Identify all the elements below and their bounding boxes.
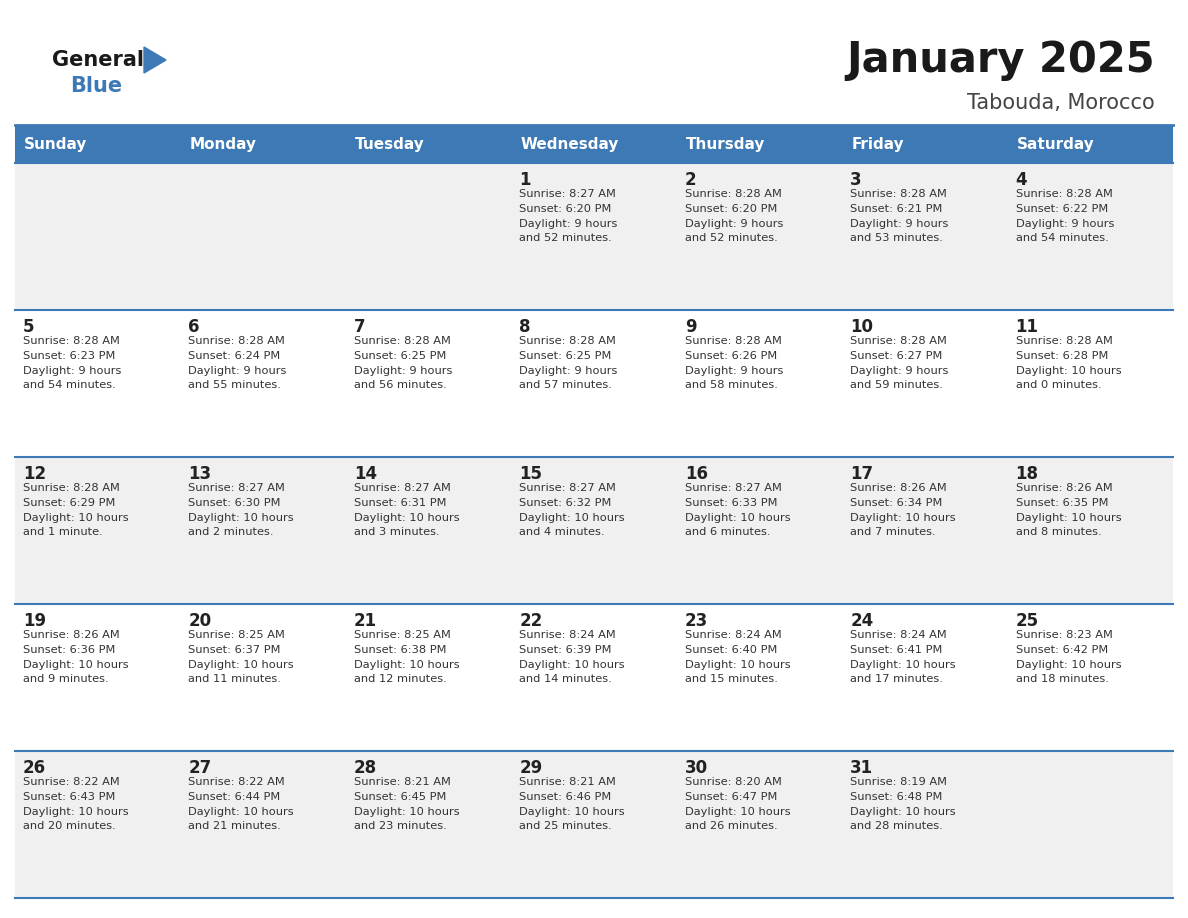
Text: Saturday: Saturday	[1017, 137, 1094, 151]
Bar	[842, 125, 1007, 163]
Text: General: General	[52, 50, 144, 70]
Text: Thursday: Thursday	[685, 137, 765, 151]
Text: Sunrise: 8:24 AM
Sunset: 6:41 PM
Daylight: 10 hours
and 17 minutes.: Sunrise: 8:24 AM Sunset: 6:41 PM Dayligh…	[851, 630, 956, 685]
Text: Sunrise: 8:28 AM
Sunset: 6:23 PM
Daylight: 9 hours
and 54 minutes.: Sunrise: 8:28 AM Sunset: 6:23 PM Dayligh…	[23, 336, 121, 390]
Text: Sunrise: 8:27 AM
Sunset: 6:32 PM
Daylight: 10 hours
and 4 minutes.: Sunrise: 8:27 AM Sunset: 6:32 PM Dayligh…	[519, 483, 625, 537]
Text: Sunrise: 8:24 AM
Sunset: 6:40 PM
Daylight: 10 hours
and 15 minutes.: Sunrise: 8:24 AM Sunset: 6:40 PM Dayligh…	[684, 630, 790, 685]
Text: 5: 5	[23, 318, 34, 336]
Text: Friday: Friday	[851, 137, 904, 151]
Text: Sunrise: 8:21 AM
Sunset: 6:45 PM
Daylight: 10 hours
and 23 minutes.: Sunrise: 8:21 AM Sunset: 6:45 PM Dayligh…	[354, 777, 460, 832]
Bar	[15, 125, 181, 163]
Text: Sunday: Sunday	[24, 137, 88, 151]
Text: 11: 11	[1016, 318, 1038, 336]
Text: Sunrise: 8:26 AM
Sunset: 6:36 PM
Daylight: 10 hours
and 9 minutes.: Sunrise: 8:26 AM Sunset: 6:36 PM Dayligh…	[23, 630, 128, 685]
Text: 29: 29	[519, 759, 543, 777]
Polygon shape	[144, 47, 166, 73]
Text: Blue: Blue	[70, 76, 122, 96]
Text: Monday: Monday	[189, 137, 257, 151]
Text: Sunrise: 8:22 AM
Sunset: 6:44 PM
Daylight: 10 hours
and 21 minutes.: Sunrise: 8:22 AM Sunset: 6:44 PM Dayligh…	[189, 777, 295, 832]
Text: 6: 6	[189, 318, 200, 336]
Text: 31: 31	[851, 759, 873, 777]
Text: 19: 19	[23, 612, 46, 630]
Text: Sunrise: 8:22 AM
Sunset: 6:43 PM
Daylight: 10 hours
and 20 minutes.: Sunrise: 8:22 AM Sunset: 6:43 PM Dayligh…	[23, 777, 128, 832]
Text: 16: 16	[684, 465, 708, 483]
Text: Sunrise: 8:27 AM
Sunset: 6:20 PM
Daylight: 9 hours
and 52 minutes.: Sunrise: 8:27 AM Sunset: 6:20 PM Dayligh…	[519, 189, 618, 243]
Text: Tuesday: Tuesday	[355, 137, 424, 151]
Text: Sunrise: 8:23 AM
Sunset: 6:42 PM
Daylight: 10 hours
and 18 minutes.: Sunrise: 8:23 AM Sunset: 6:42 PM Dayligh…	[1016, 630, 1121, 685]
Text: Sunrise: 8:28 AM
Sunset: 6:24 PM
Daylight: 9 hours
and 55 minutes.: Sunrise: 8:28 AM Sunset: 6:24 PM Dayligh…	[189, 336, 286, 390]
Text: 22: 22	[519, 612, 543, 630]
Text: 3: 3	[851, 171, 861, 189]
Bar	[677, 125, 842, 163]
Text: 4: 4	[1016, 171, 1028, 189]
Bar	[346, 125, 511, 163]
Text: Sunrise: 8:25 AM
Sunset: 6:37 PM
Daylight: 10 hours
and 11 minutes.: Sunrise: 8:25 AM Sunset: 6:37 PM Dayligh…	[189, 630, 295, 685]
Text: 26: 26	[23, 759, 46, 777]
Bar	[181, 125, 346, 163]
Text: Sunrise: 8:26 AM
Sunset: 6:34 PM
Daylight: 10 hours
and 7 minutes.: Sunrise: 8:26 AM Sunset: 6:34 PM Dayligh…	[851, 483, 956, 537]
Text: Sunrise: 8:24 AM
Sunset: 6:39 PM
Daylight: 10 hours
and 14 minutes.: Sunrise: 8:24 AM Sunset: 6:39 PM Dayligh…	[519, 630, 625, 685]
Text: 17: 17	[851, 465, 873, 483]
Text: 27: 27	[189, 759, 211, 777]
Bar	[15, 457, 1173, 604]
Text: 2: 2	[684, 171, 696, 189]
Text: 23: 23	[684, 612, 708, 630]
Text: 8: 8	[519, 318, 531, 336]
Text: Tabouda, Morocco: Tabouda, Morocco	[967, 93, 1155, 113]
Bar	[15, 751, 1173, 898]
Text: 7: 7	[354, 318, 366, 336]
Text: Sunrise: 8:28 AM
Sunset: 6:27 PM
Daylight: 9 hours
and 59 minutes.: Sunrise: 8:28 AM Sunset: 6:27 PM Dayligh…	[851, 336, 948, 390]
Text: 15: 15	[519, 465, 542, 483]
Text: 20: 20	[189, 612, 211, 630]
Bar	[15, 310, 1173, 457]
Text: 14: 14	[354, 465, 377, 483]
Text: Sunrise: 8:28 AM
Sunset: 6:29 PM
Daylight: 10 hours
and 1 minute.: Sunrise: 8:28 AM Sunset: 6:29 PM Dayligh…	[23, 483, 128, 537]
Text: Sunrise: 8:28 AM
Sunset: 6:25 PM
Daylight: 9 hours
and 56 minutes.: Sunrise: 8:28 AM Sunset: 6:25 PM Dayligh…	[354, 336, 453, 390]
Text: 24: 24	[851, 612, 873, 630]
Text: 18: 18	[1016, 465, 1038, 483]
Text: 21: 21	[354, 612, 377, 630]
Text: January 2025: January 2025	[846, 39, 1155, 81]
Text: 1: 1	[519, 171, 531, 189]
Text: Sunrise: 8:28 AM
Sunset: 6:22 PM
Daylight: 9 hours
and 54 minutes.: Sunrise: 8:28 AM Sunset: 6:22 PM Dayligh…	[1016, 189, 1114, 243]
Text: 9: 9	[684, 318, 696, 336]
Text: Sunrise: 8:19 AM
Sunset: 6:48 PM
Daylight: 10 hours
and 28 minutes.: Sunrise: 8:19 AM Sunset: 6:48 PM Dayligh…	[851, 777, 956, 832]
Text: Sunrise: 8:28 AM
Sunset: 6:25 PM
Daylight: 9 hours
and 57 minutes.: Sunrise: 8:28 AM Sunset: 6:25 PM Dayligh…	[519, 336, 618, 390]
Text: Sunrise: 8:25 AM
Sunset: 6:38 PM
Daylight: 10 hours
and 12 minutes.: Sunrise: 8:25 AM Sunset: 6:38 PM Dayligh…	[354, 630, 460, 685]
Text: 28: 28	[354, 759, 377, 777]
Text: 13: 13	[189, 465, 211, 483]
Text: Sunrise: 8:21 AM
Sunset: 6:46 PM
Daylight: 10 hours
and 25 minutes.: Sunrise: 8:21 AM Sunset: 6:46 PM Dayligh…	[519, 777, 625, 832]
Text: Sunrise: 8:28 AM
Sunset: 6:20 PM
Daylight: 9 hours
and 52 minutes.: Sunrise: 8:28 AM Sunset: 6:20 PM Dayligh…	[684, 189, 783, 243]
Text: Sunrise: 8:28 AM
Sunset: 6:26 PM
Daylight: 9 hours
and 58 minutes.: Sunrise: 8:28 AM Sunset: 6:26 PM Dayligh…	[684, 336, 783, 390]
Text: Sunrise: 8:27 AM
Sunset: 6:33 PM
Daylight: 10 hours
and 6 minutes.: Sunrise: 8:27 AM Sunset: 6:33 PM Dayligh…	[684, 483, 790, 537]
Text: 25: 25	[1016, 612, 1038, 630]
Text: 30: 30	[684, 759, 708, 777]
Bar	[511, 125, 677, 163]
Text: Sunrise: 8:27 AM
Sunset: 6:31 PM
Daylight: 10 hours
and 3 minutes.: Sunrise: 8:27 AM Sunset: 6:31 PM Dayligh…	[354, 483, 460, 537]
Text: Sunrise: 8:20 AM
Sunset: 6:47 PM
Daylight: 10 hours
and 26 minutes.: Sunrise: 8:20 AM Sunset: 6:47 PM Dayligh…	[684, 777, 790, 832]
Bar	[1007, 125, 1173, 163]
Text: 10: 10	[851, 318, 873, 336]
Text: Wednesday: Wednesday	[520, 137, 619, 151]
Text: Sunrise: 8:27 AM
Sunset: 6:30 PM
Daylight: 10 hours
and 2 minutes.: Sunrise: 8:27 AM Sunset: 6:30 PM Dayligh…	[189, 483, 295, 537]
Bar	[15, 163, 1173, 310]
Text: Sunrise: 8:28 AM
Sunset: 6:21 PM
Daylight: 9 hours
and 53 minutes.: Sunrise: 8:28 AM Sunset: 6:21 PM Dayligh…	[851, 189, 948, 243]
Bar	[15, 604, 1173, 751]
Text: 12: 12	[23, 465, 46, 483]
Text: Sunrise: 8:26 AM
Sunset: 6:35 PM
Daylight: 10 hours
and 8 minutes.: Sunrise: 8:26 AM Sunset: 6:35 PM Dayligh…	[1016, 483, 1121, 537]
Text: Sunrise: 8:28 AM
Sunset: 6:28 PM
Daylight: 10 hours
and 0 minutes.: Sunrise: 8:28 AM Sunset: 6:28 PM Dayligh…	[1016, 336, 1121, 390]
